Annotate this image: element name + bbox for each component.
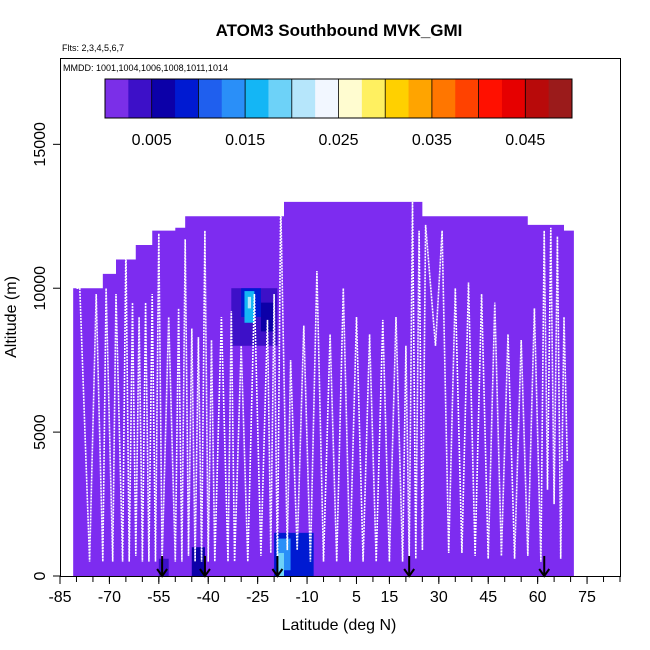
- data-cell-7: [277, 552, 284, 576]
- x-tick-label-6: 5: [352, 589, 361, 606]
- x-tick-label-3: -40: [197, 589, 220, 606]
- colorbar-tick-label-3: 0.035: [412, 132, 452, 149]
- arrow-marker-0: [156, 556, 168, 578]
- curtain-layer: [73, 201, 574, 576]
- curtain-region: [73, 201, 574, 576]
- x-tick-label-1: -70: [98, 589, 121, 606]
- colorbar-swatch-6: [245, 79, 269, 118]
- colorbar-swatch-5: [221, 79, 246, 118]
- colorbar-tick-label-2: 0.025: [318, 132, 358, 149]
- colorbar-swatch-0: [105, 79, 129, 118]
- colorbar-swatch-9: [315, 79, 339, 118]
- arrow-marker-4: [538, 556, 551, 578]
- colorbar-swatch-14: [431, 79, 456, 118]
- colorbar-frame: [104, 78, 573, 119]
- y-tick-label-0: 0: [32, 571, 49, 580]
- colorbar-swatch-2: [151, 79, 176, 118]
- x-tick-label-5: -10: [295, 589, 318, 606]
- x-axis-label: Latitude (deg N): [282, 617, 397, 634]
- colorbar-swatch-3: [175, 79, 199, 118]
- y-tick-label-1: 5000: [32, 414, 49, 450]
- colorbar-tick-label-1: 0.015: [225, 132, 265, 149]
- colorbar-swatch-8: [291, 79, 316, 118]
- colorbar-swatch-15: [455, 79, 480, 118]
- colorbar-swatch-13: [408, 79, 433, 118]
- colorbar-tick-label-4: 0.045: [505, 132, 545, 149]
- colorbar-swatch-17: [501, 79, 526, 118]
- colorbar-swatch-7: [268, 79, 293, 118]
- colorbar-swatch-10: [338, 79, 363, 118]
- arrow-marker-2: [271, 556, 284, 578]
- x-tick-label-11: 75: [578, 589, 596, 606]
- flight-track-line: [76, 201, 569, 568]
- colorbar-swatch-16: [478, 79, 503, 118]
- x-tick-label-10: 60: [529, 589, 547, 606]
- colorbar: 0.005 0.015 0.025 0.035 0.045: [104, 78, 573, 149]
- chart-title: ATOM3 Southbound MVK_GMI: [216, 21, 463, 40]
- colorbar-swatch-1: [128, 79, 153, 118]
- colorbar-swatch-11: [361, 79, 386, 118]
- y-tick-label-3: 15000: [32, 122, 49, 167]
- flight-track-layer: [76, 201, 569, 568]
- x-tick-label-0: -85: [48, 589, 71, 606]
- x-axis: -85 -70 -55 -40 -25 -10 5 15 30 45 60 75: [48, 576, 621, 606]
- x-tick-label-7: 15: [381, 589, 399, 606]
- x-tick-label-2: -55: [147, 589, 170, 606]
- colorbar-tick-label-0: 0.005: [132, 132, 172, 149]
- arrows-layer: [156, 556, 551, 578]
- arrow-marker-1: [199, 556, 211, 578]
- dates-note: MMDD: 1001,1004,1006,1008,1011,1014: [63, 63, 228, 73]
- data-cell-9: [158, 558, 169, 576]
- arrow-marker-3: [403, 556, 415, 578]
- colorbar-swatch-12: [385, 79, 410, 118]
- flights-note: Flts: 2,3,4,5,6,7: [62, 43, 124, 53]
- x-tick-label-4: -25: [246, 589, 269, 606]
- y-axis-label: Altitude (m): [3, 276, 20, 358]
- y-tick-label-2: 10000: [32, 266, 49, 311]
- x-tick-label-8: 30: [430, 589, 448, 606]
- colorbar-swatch-4: [198, 79, 223, 118]
- x-tick-label-9: 45: [479, 589, 497, 606]
- colorbar-swatch-18: [525, 79, 550, 118]
- data-cell-4: [260, 302, 275, 332]
- colorbar-swatch-19: [548, 79, 573, 118]
- data-cell-3: [247, 296, 252, 309]
- y-axis: 0 5000 10000 15000: [32, 122, 60, 580]
